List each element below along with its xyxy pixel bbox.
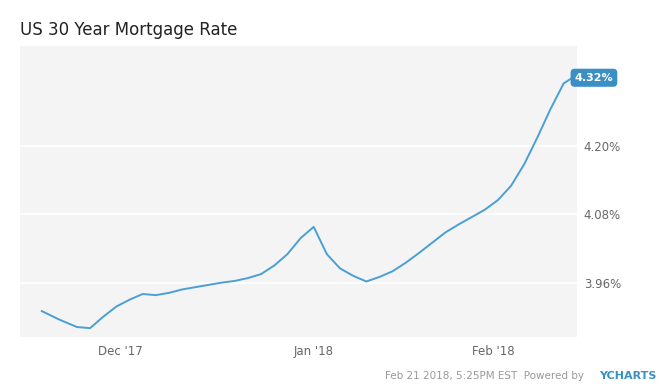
Text: Feb 21 2018, 5:25PM EST  Powered by: Feb 21 2018, 5:25PM EST Powered by: [385, 371, 587, 381]
Text: 4.32%: 4.32%: [575, 73, 613, 83]
Text: US 30 Year Mortgage Rate: US 30 Year Mortgage Rate: [20, 21, 237, 39]
Text: YCHARTS: YCHARTS: [599, 371, 656, 381]
